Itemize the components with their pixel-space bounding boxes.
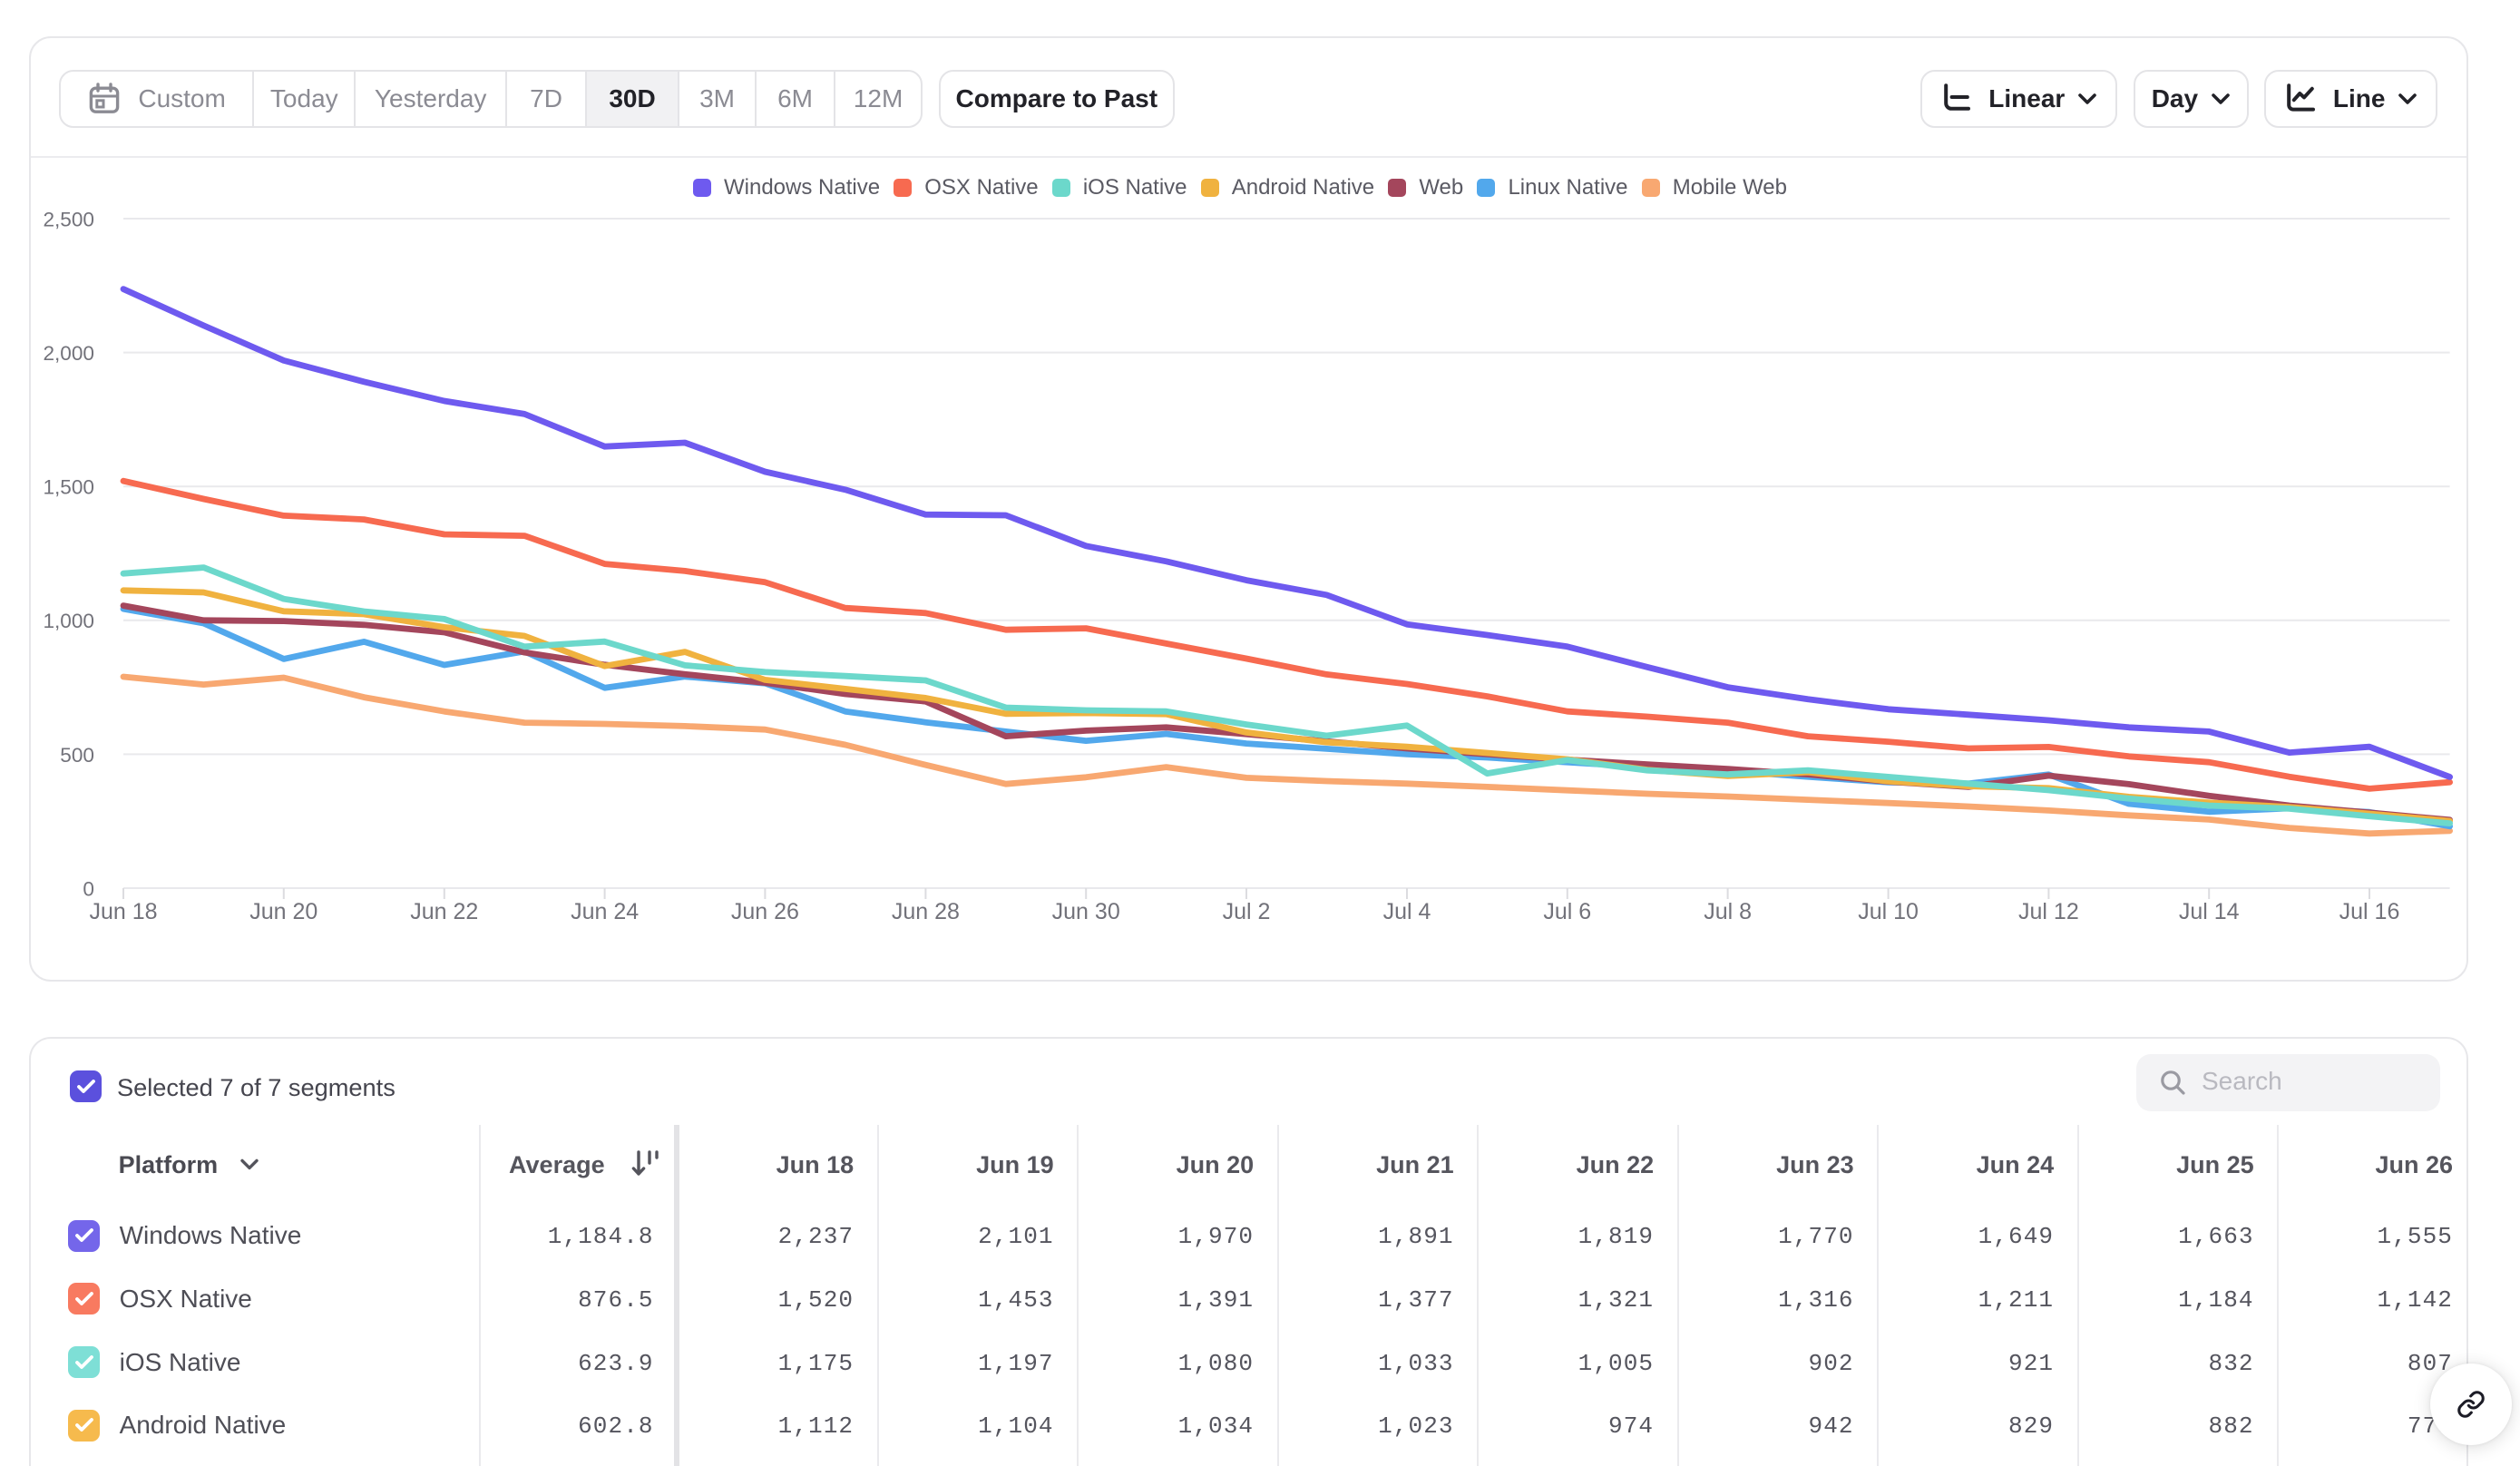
svg-text:Jul 4: Jul 4 (1383, 899, 1431, 924)
svg-text:1,000: 1,000 (43, 610, 94, 632)
svg-text:Jul 8: Jul 8 (1704, 899, 1752, 924)
svg-text:Jun 28: Jun 28 (892, 899, 960, 924)
svg-text:Jun 26: Jun 26 (731, 899, 799, 924)
svg-text:Jul 14: Jul 14 (2179, 899, 2240, 924)
svg-text:Jul 10: Jul 10 (1858, 899, 1919, 924)
svg-text:Jul 16: Jul 16 (2339, 899, 2400, 924)
svg-text:500: 500 (60, 744, 94, 767)
svg-text:Jul 12: Jul 12 (2018, 899, 2079, 924)
svg-text:Jun 30: Jun 30 (1052, 899, 1120, 924)
svg-text:Jun 20: Jun 20 (249, 899, 317, 924)
svg-text:0: 0 (83, 877, 94, 900)
svg-text:2,000: 2,000 (43, 342, 94, 365)
svg-text:1,500: 1,500 (43, 476, 94, 499)
svg-text:Jul 2: Jul 2 (1223, 899, 1271, 924)
svg-text:Jun 22: Jun 22 (410, 899, 478, 924)
svg-text:Jun 24: Jun 24 (571, 899, 639, 924)
svg-text:2,500: 2,500 (43, 208, 94, 230)
svg-text:Jul 6: Jul 6 (1543, 899, 1591, 924)
svg-text:Jun 18: Jun 18 (89, 899, 157, 924)
